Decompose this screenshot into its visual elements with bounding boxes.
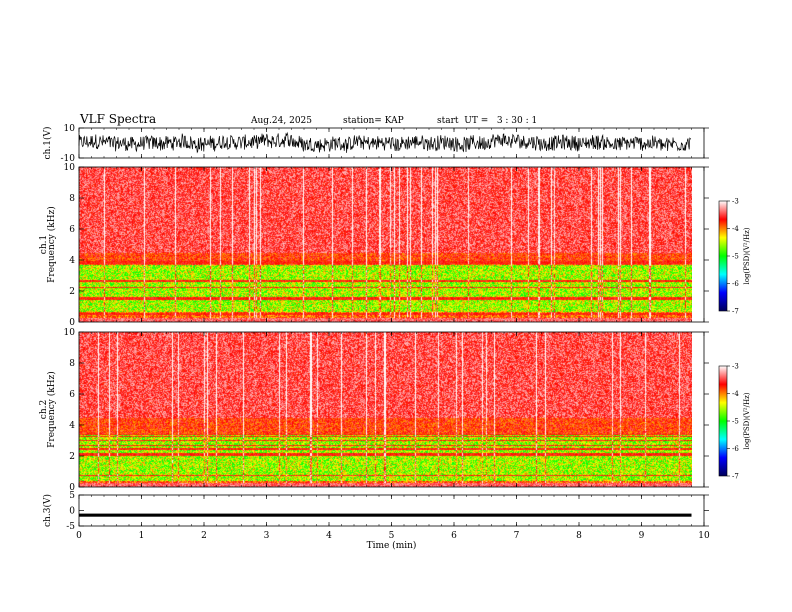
header-start-time: start UT = 3 : 30 : 1 bbox=[437, 116, 537, 126]
ch2-colorbar: -3 -4 -5 -6 -7 log(PSD)(V²/Hz) bbox=[718, 363, 751, 481]
header-date: Aug.24, 2025 bbox=[250, 116, 312, 126]
header-station: station= KAP bbox=[343, 116, 404, 126]
time-axis-tick-label: 1 bbox=[139, 531, 145, 541]
ch1-colorbar-tick-label: -3 bbox=[732, 198, 739, 206]
ch2-spectrogram-ylabel-line1: ch.2 bbox=[39, 400, 49, 419]
ch1-waveform-ytick-label: -10 bbox=[61, 154, 76, 164]
time-axis: 0 1 2 3 4 5 6 7 8 9 10 Time (min) bbox=[76, 531, 710, 551]
figure-title: VLF Spectra bbox=[79, 112, 156, 126]
ch1-spectrogram-ytick-label: 0 bbox=[69, 318, 75, 328]
ch1-colorbar-tick-label: -7 bbox=[732, 308, 739, 316]
ch1-colorbar-bar bbox=[718, 200, 728, 312]
ch1-colorbar-label: log(PSD)(V²/Hz) bbox=[743, 227, 751, 284]
ch3-waveform-ytick-label: -5 bbox=[66, 522, 75, 532]
ch2-colorbar-bar bbox=[718, 365, 728, 477]
ch2-spectrogram-ytick-label: 6 bbox=[69, 390, 75, 400]
ch2-colorbar-tick-label: -6 bbox=[732, 445, 739, 453]
ch2-spectrogram-ytick-label: 0 bbox=[69, 483, 75, 493]
ch2-colorbar-tick-label: -4 bbox=[732, 390, 739, 398]
ch1-spectrogram-ylabel-line1: ch.1 bbox=[39, 235, 49, 254]
time-axis-tick-label: 10 bbox=[698, 531, 710, 541]
ch1-spectrogram-ylabel-line2: Frequency (kHz) bbox=[46, 206, 57, 283]
time-axis-tick-label: 9 bbox=[639, 531, 645, 541]
ch2-spectrogram-ytick-label: 10 bbox=[64, 328, 76, 338]
time-axis-tick-label: 7 bbox=[514, 531, 520, 541]
ch3-waveform-trace bbox=[79, 513, 692, 517]
ch1-spectrogram-ytick-label: 8 bbox=[69, 194, 75, 204]
time-axis-label: Time (min) bbox=[367, 540, 417, 551]
ch2-spectrogram-ytick-label: 4 bbox=[69, 421, 75, 431]
ch1-waveform-ytick-label: 10 bbox=[64, 124, 76, 134]
ch1-spectrogram-ytick-label: 10 bbox=[64, 163, 76, 173]
time-axis-tick-label: 3 bbox=[264, 531, 270, 541]
ch3-waveform-ytick-label: 5 bbox=[69, 491, 75, 501]
ch3-waveform-panel: 5 0 -5 ch.3(V) bbox=[42, 491, 709, 532]
ch2-colorbar-tick-label: -7 bbox=[732, 473, 739, 481]
time-axis-tick-label: 8 bbox=[576, 531, 582, 541]
ch1-spectrogram-ytick-label: 4 bbox=[69, 256, 75, 266]
ch1-spectrogram-raster bbox=[79, 167, 692, 322]
ch1-waveform-ylabel: ch.1(V) bbox=[42, 127, 53, 160]
ch1-waveform-panel: 10 -10 ch.1(V) bbox=[42, 124, 709, 164]
time-axis-tick-label: 2 bbox=[201, 531, 207, 541]
time-axis-tick-label: 4 bbox=[326, 531, 332, 541]
ch2-spectrogram-raster bbox=[79, 332, 692, 487]
ch1-colorbar-tick-label: -6 bbox=[732, 280, 739, 288]
ch1-spectrogram-ytick-label: 6 bbox=[69, 225, 75, 235]
ch2-spectrogram-ytick-label: 8 bbox=[69, 359, 75, 369]
ch3-waveform-bg bbox=[79, 495, 704, 526]
ch2-colorbar-label: log(PSD)(V²/Hz) bbox=[743, 392, 751, 449]
ch2-spectrogram-ylabel-line2: Frequency (kHz) bbox=[46, 371, 57, 448]
ch3-waveform-ytick-label: 0 bbox=[69, 507, 75, 517]
ch1-colorbar-tick-label: -4 bbox=[732, 225, 739, 233]
ch1-waveform-trace bbox=[78, 131, 692, 154]
time-axis-tick-label: 6 bbox=[451, 531, 457, 541]
ch2-spectrogram-ytick-label: 2 bbox=[69, 452, 75, 462]
ch3-waveform-ylabel: ch.3(V) bbox=[42, 494, 53, 527]
ch1-colorbar: -3 -4 -5 -6 -7 log(PSD)(V²/Hz) bbox=[718, 198, 751, 316]
time-axis-tick-label: 5 bbox=[389, 531, 395, 541]
ch2-colorbar-tick-label: -3 bbox=[732, 363, 739, 371]
time-axis-tick-label: 0 bbox=[76, 531, 82, 541]
ch2-colorbar-tick-label: -5 bbox=[732, 418, 739, 426]
ch1-spectrogram-ytick-label: 2 bbox=[69, 287, 75, 297]
ch1-colorbar-tick-label: -5 bbox=[732, 253, 739, 261]
